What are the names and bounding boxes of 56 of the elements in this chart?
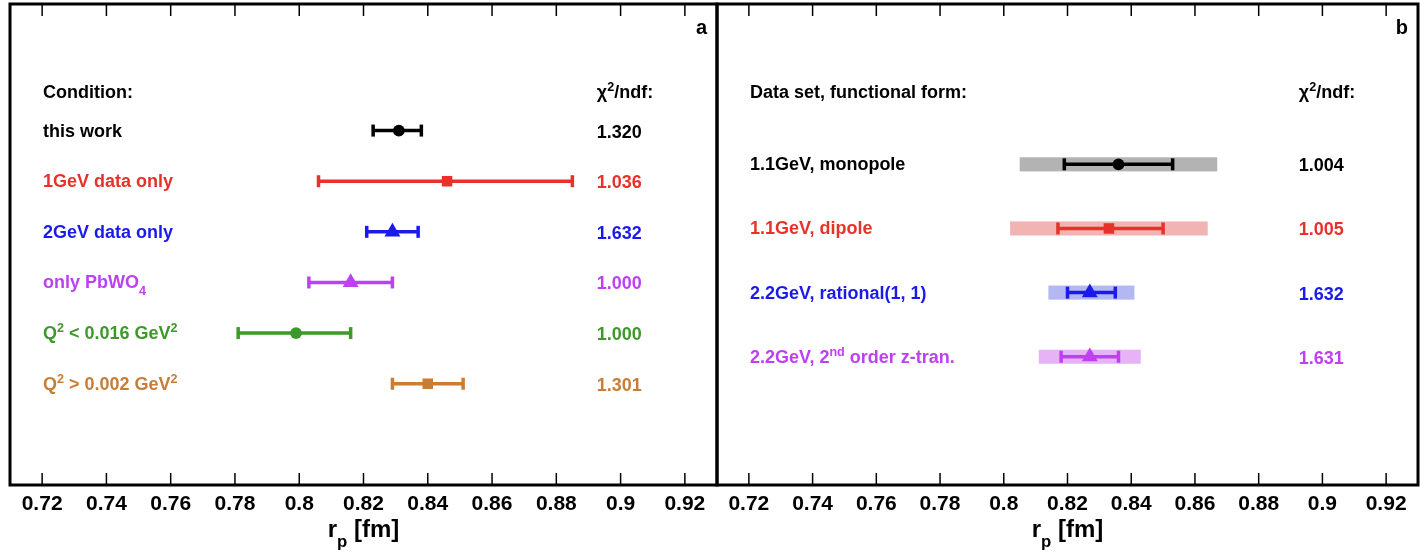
point	[290, 327, 302, 340]
y-tick-label: Q$^{2}$ < 0.016 GeV$^{2}$	[43, 321, 178, 344]
x-tick-label: 0.78	[214, 491, 256, 514]
x-tick-label: 0.74	[792, 491, 834, 514]
text: Condition:	[43, 82, 133, 102]
annotation: 1.632	[1298, 283, 1344, 304]
y-tick-label: 1.1GeV, dipole	[750, 218, 873, 239]
x-tick-label: 0.8	[284, 491, 315, 514]
x-tick-label: 0.78	[919, 491, 961, 514]
point	[441, 175, 453, 187]
text: Data set, functional form:	[750, 82, 968, 102]
annotation: 1.036	[596, 172, 642, 193]
y-tick-label: 2.2GeV, 2$^{nd}$ order z-tran.	[750, 344, 955, 367]
x-tick-label: 0.84	[407, 491, 449, 514]
y-tick-label: this work	[43, 120, 123, 141]
x-tick-label: 0.82	[1047, 491, 1088, 514]
point	[342, 273, 359, 288]
y-tick-label: 2GeV data only	[43, 221, 174, 242]
x-tick-label: 0.86	[1174, 491, 1216, 514]
x-tick-label: 0.92	[664, 491, 706, 514]
x-tick-label: 0.8	[989, 491, 1019, 514]
point	[392, 124, 405, 137]
point	[422, 378, 434, 389]
x-tick-label: 0.76	[855, 491, 897, 514]
annotation: 1.004	[1298, 155, 1344, 176]
x-tick-label: 0.9	[1307, 491, 1338, 514]
annotation: 1.301	[596, 374, 642, 395]
point	[384, 222, 401, 237]
x-tick-label: 0.9	[605, 491, 636, 514]
annotation: 1.631	[1298, 347, 1344, 368]
y-tick-label: Q$^{2}$ > 0.002 GeV$^{2}$	[43, 371, 178, 394]
annotation: 1.000	[596, 324, 642, 345]
annotation: 1.005	[1298, 219, 1344, 240]
x-tick-label: 0.84	[1110, 491, 1152, 514]
annotation: 1.000	[596, 273, 642, 294]
annotation: 1.320	[596, 121, 642, 142]
y-tick-label: 2.2GeV, rational(1, 1)	[750, 282, 927, 303]
text: χ$^{2}$/ndf:	[1298, 80, 1356, 102]
x-tick-label: 0.72	[728, 491, 770, 514]
text: χ$^{2}$/ndf:	[596, 80, 654, 102]
x-axis-title: r$_{p}$ [fm]	[1031, 515, 1104, 551]
chart-title: a	[695, 16, 708, 38]
x-tick-label: 0.72	[21, 491, 63, 514]
y-tick-label: 1GeV data only	[43, 171, 174, 192]
y-tick-label: 1.1GeV, monopole	[750, 154, 906, 175]
chart-title: b	[1395, 16, 1408, 38]
x-tick-label: 0.88	[535, 491, 578, 514]
x-tick-label: 0.82	[343, 491, 384, 514]
y-tick-label: only PbWO$_{4}$	[43, 272, 147, 299]
x-tick-label: 0.92	[1365, 491, 1407, 514]
x-tick-label: 0.74	[85, 491, 128, 514]
annotation: 1.632	[596, 222, 642, 243]
x-axis-title: r$_{p}$ [fm]	[327, 515, 400, 551]
x-tick-label: 0.86	[471, 491, 513, 514]
x-tick-label: 0.88	[1238, 491, 1280, 514]
x-tick-label: 0.76	[150, 491, 192, 514]
